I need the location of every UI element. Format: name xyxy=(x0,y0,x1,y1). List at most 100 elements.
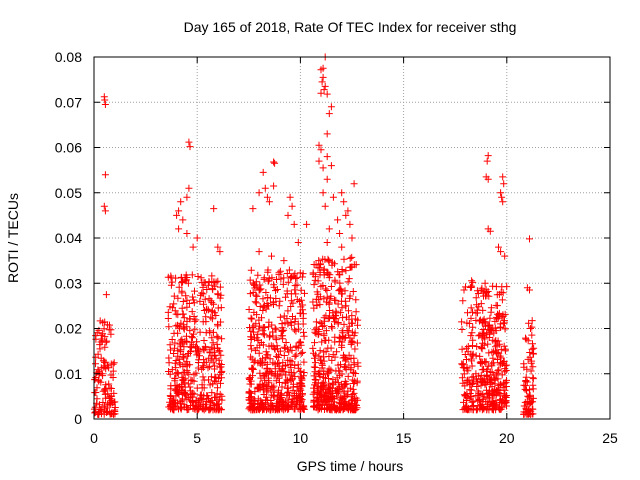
data-point xyxy=(93,395,101,403)
data-point xyxy=(345,331,353,339)
data-point xyxy=(325,274,333,282)
data-point xyxy=(210,300,217,308)
data-point xyxy=(322,312,330,320)
data-point xyxy=(206,363,214,371)
data-point xyxy=(265,318,273,326)
data-point xyxy=(249,324,257,331)
data-point xyxy=(104,362,111,370)
data-point xyxy=(338,304,346,312)
data-point xyxy=(198,365,206,373)
data-point xyxy=(201,295,209,303)
data-point xyxy=(321,202,329,210)
data-point xyxy=(464,343,472,350)
data-point xyxy=(278,401,286,409)
x-axis-label: GPS time / hours xyxy=(297,458,404,474)
data-point xyxy=(490,329,498,337)
data-point xyxy=(247,345,255,353)
data-point xyxy=(314,387,322,395)
data-point xyxy=(259,355,266,363)
data-point xyxy=(527,359,535,367)
data-point xyxy=(284,356,292,364)
y-tick-labels: 0 0.01 0.02 0.03 0.04 0.05 0.06 0.07 0.08 xyxy=(55,49,82,427)
data-point xyxy=(190,299,198,307)
data-point xyxy=(345,275,353,283)
data-point xyxy=(336,334,344,342)
data-point xyxy=(338,189,346,197)
data-markers xyxy=(90,53,538,418)
data-point xyxy=(284,320,292,328)
data-point xyxy=(214,291,222,299)
data-point xyxy=(295,325,303,333)
data-point xyxy=(276,347,284,355)
data-point xyxy=(344,278,352,286)
data-point xyxy=(273,399,281,407)
data-point xyxy=(480,358,488,366)
data-point xyxy=(109,374,117,381)
data-point xyxy=(315,257,323,265)
data-point xyxy=(501,345,509,353)
data-point xyxy=(197,274,205,282)
data-point xyxy=(330,398,338,406)
data-point xyxy=(499,173,507,181)
data-point xyxy=(291,282,299,290)
data-point xyxy=(316,293,324,301)
data-point xyxy=(329,351,337,359)
data-point xyxy=(483,390,491,398)
data-point xyxy=(294,364,302,372)
data-point xyxy=(459,361,467,369)
data-point xyxy=(180,400,188,408)
data-point xyxy=(352,296,360,304)
data-point xyxy=(301,289,308,297)
data-point xyxy=(498,193,506,201)
data-point xyxy=(260,331,268,339)
data-point xyxy=(319,73,327,81)
data-point xyxy=(484,340,492,348)
data-point xyxy=(165,323,173,331)
data-point xyxy=(346,254,354,262)
data-point xyxy=(345,361,353,369)
data-point xyxy=(97,338,105,346)
data-point xyxy=(265,342,273,350)
data-point xyxy=(300,369,308,376)
data-point xyxy=(338,338,346,346)
data-point xyxy=(255,248,263,256)
data-point xyxy=(466,284,474,291)
data-point xyxy=(297,372,305,380)
x-tick-label: 0 xyxy=(90,430,98,446)
data-point xyxy=(213,405,221,413)
data-point xyxy=(464,367,472,375)
data-point xyxy=(191,287,198,295)
data-point xyxy=(473,405,481,413)
data-point xyxy=(179,387,187,395)
data-point xyxy=(202,318,210,326)
data-point xyxy=(245,388,253,396)
data-point xyxy=(493,341,501,349)
data-point xyxy=(186,383,194,391)
data-point xyxy=(200,307,208,314)
data-point xyxy=(212,312,220,319)
data-point xyxy=(190,313,198,320)
x-tick-label: 20 xyxy=(499,430,515,446)
data-point xyxy=(105,393,113,401)
data-point xyxy=(347,366,355,374)
data-point xyxy=(216,363,224,371)
data-point xyxy=(464,376,472,384)
data-point xyxy=(164,315,172,322)
data-point xyxy=(92,389,100,396)
data-point xyxy=(247,342,255,350)
data-point xyxy=(109,367,117,375)
data-point xyxy=(299,306,307,314)
data-point xyxy=(179,216,187,224)
data-point xyxy=(478,318,486,326)
data-point xyxy=(191,317,199,325)
data-point xyxy=(468,362,476,370)
data-point xyxy=(170,300,178,308)
data-point xyxy=(315,391,323,399)
data-point xyxy=(319,397,327,405)
data-point xyxy=(458,374,466,382)
data-point xyxy=(208,299,216,307)
data-point xyxy=(266,332,274,340)
data-point xyxy=(180,314,188,322)
data-point xyxy=(477,300,485,308)
data-point xyxy=(340,401,348,409)
